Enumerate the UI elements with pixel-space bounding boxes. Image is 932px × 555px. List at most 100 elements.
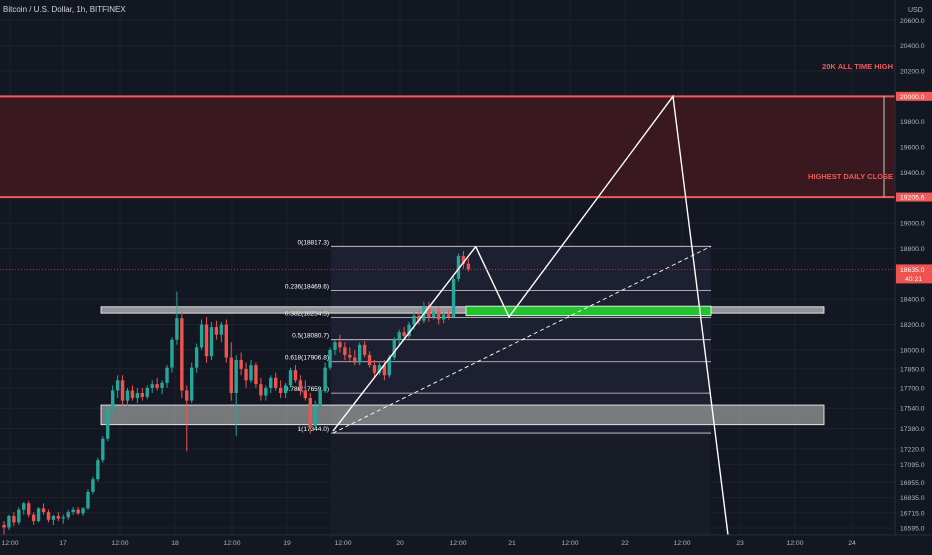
time-tick-label: 22 xyxy=(621,540,629,547)
candle-body xyxy=(412,315,416,325)
candle-body xyxy=(130,390,135,399)
fib-levels[interactable]: 0(18817.3) 0.236(18469.6) 0.382(18254.5) 0.… xyxy=(285,239,711,434)
candle-body xyxy=(12,515,16,523)
candle-body xyxy=(382,365,387,376)
price-tick-label: 16715.0 xyxy=(900,510,925,517)
impulse-line xyxy=(332,245,477,432)
projection-shade xyxy=(331,433,711,535)
time-tick-label: 12:00 xyxy=(1,540,18,547)
candle-body xyxy=(101,438,105,461)
candle-body xyxy=(224,324,228,358)
candle-body xyxy=(451,278,456,317)
candle-body xyxy=(56,515,61,519)
candle-body xyxy=(239,360,243,369)
candle-body xyxy=(160,382,164,388)
price-tick-label: 16835.0 xyxy=(900,495,925,502)
candle-body xyxy=(190,367,194,401)
time-tick-label: 24 xyxy=(848,540,856,547)
ath-top-badge: 20000.0 xyxy=(900,94,925,101)
target-box[interactable] xyxy=(465,305,712,317)
candle-body xyxy=(204,324,209,357)
time-axis-background xyxy=(0,535,932,550)
price-tick-label: 20400.0 xyxy=(900,43,925,50)
candle-body xyxy=(194,347,199,368)
candle-body xyxy=(269,377,273,388)
candlesticks xyxy=(2,251,471,535)
candle-body xyxy=(387,357,392,376)
chart-title: Bitcoin / U.S. Dollar, 1h, BITFINEX xyxy=(3,5,126,14)
candle-body xyxy=(110,390,115,409)
price-tick-label: 17700.0 xyxy=(900,385,925,392)
candle-body xyxy=(303,390,308,399)
candle-body xyxy=(254,365,258,385)
candle-body xyxy=(417,315,421,321)
support-box-upper[interactable] xyxy=(100,306,825,314)
candle-body xyxy=(155,384,159,388)
ath-resistance-zone[interactable] xyxy=(0,96,895,198)
candle-body xyxy=(348,354,352,358)
ath-top-badge-bg xyxy=(896,91,932,101)
fib-level-label: 0.236(18469.6) xyxy=(285,283,329,290)
candle-body xyxy=(367,354,372,366)
current-price-badge-bg xyxy=(896,264,932,284)
candle-body xyxy=(66,512,70,518)
candle-body xyxy=(115,380,120,391)
candle-body xyxy=(46,512,51,520)
time-tick-label: 12:00 xyxy=(561,540,578,547)
candle-body xyxy=(31,514,36,522)
candle-body xyxy=(27,503,31,515)
candle-body xyxy=(318,390,322,406)
candle-body xyxy=(7,515,11,528)
price-tick-label: 19600.0 xyxy=(900,145,925,152)
candle-body xyxy=(308,398,312,426)
candle-body xyxy=(150,384,154,388)
candle-body xyxy=(81,508,85,514)
price-tick-label: 17380.0 xyxy=(900,426,925,433)
time-tick-label: 19 xyxy=(283,540,291,547)
time-axis[interactable]: 12:00 17 12:00 18 12:00 19 12:00 20 12:00 21 12:00… xyxy=(1,540,856,547)
fib-level-label: 0.618(17906.8) xyxy=(285,355,329,362)
candle-body xyxy=(61,517,65,519)
support-box-lower[interactable] xyxy=(100,404,825,426)
fib-level-label: 1(17344.0) xyxy=(298,426,329,433)
axis-price-badges: 20000.0 19205.6 18635.0 40:21 xyxy=(896,91,932,284)
candle-body xyxy=(372,365,377,373)
candle-body xyxy=(407,324,411,336)
price-axis[interactable]: 20600.0 20400.0 20200.0 19800.0 19600.0 19400… xyxy=(900,18,925,533)
candle-body xyxy=(180,318,184,391)
time-tick-label: 12:00 xyxy=(449,540,466,547)
price-tick-label: 18000.0 xyxy=(900,347,925,354)
candle-body xyxy=(288,370,293,386)
candle-body xyxy=(456,256,461,279)
candle-body xyxy=(278,387,283,394)
candle-body xyxy=(165,367,169,383)
ath-zone-label: 20K ALL TIME HIGH xyxy=(822,62,893,71)
candle-body xyxy=(219,324,224,335)
candle-body xyxy=(264,387,268,396)
candle-body xyxy=(214,327,219,335)
candle-body xyxy=(274,377,278,388)
candle-body xyxy=(36,508,41,522)
fib-level-label: 0.382(18254.5) xyxy=(285,311,329,318)
candle-body xyxy=(125,390,130,401)
zone-labels: 20K ALL TIME HIGH HIGHEST DAILY CLOSE xyxy=(808,62,893,181)
candle-body xyxy=(71,509,75,513)
time-tick-label: 12:00 xyxy=(673,540,690,547)
candle-body xyxy=(313,405,317,426)
price-tick-label: 18200.0 xyxy=(900,322,925,329)
candle-body xyxy=(446,314,451,317)
price-tick-label: 18800.0 xyxy=(900,246,925,253)
time-tick-label: 12:00 xyxy=(786,540,803,547)
daily-close-zone-label: HIGHEST DAILY CLOSE xyxy=(808,172,893,181)
price-tick-label: 16955.0 xyxy=(900,480,925,487)
price-tick-label: 20600.0 xyxy=(900,18,925,25)
time-tick-label: 18 xyxy=(171,540,179,547)
candle-body xyxy=(362,344,367,355)
candle-body xyxy=(402,332,406,336)
projection-path[interactable] xyxy=(475,94,729,536)
candle-body xyxy=(466,263,471,270)
candle-body xyxy=(175,318,179,340)
candle-body xyxy=(333,342,337,350)
